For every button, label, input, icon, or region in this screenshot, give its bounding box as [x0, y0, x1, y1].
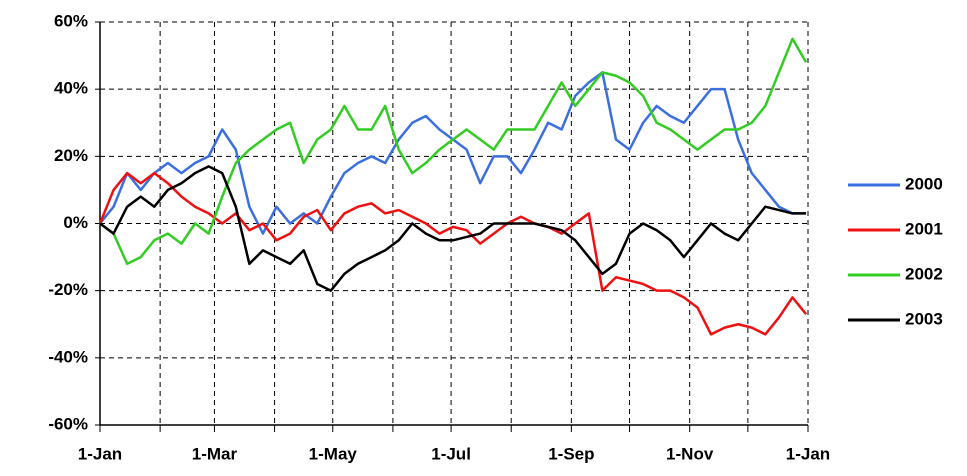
x-tick-label: 1-Sep — [548, 444, 594, 463]
series-line — [99, 71, 807, 235]
x-tick-label: 1-Mar — [192, 444, 238, 463]
series-line — [99, 165, 807, 292]
x-tick-label: 1-May — [309, 444, 358, 463]
y-tick-label: -20% — [48, 280, 88, 299]
y-tick-label: -60% — [48, 414, 88, 433]
y-tick-label: 40% — [54, 79, 88, 98]
y-tick-label: -40% — [48, 347, 88, 366]
x-tick-label: 1-Jul — [431, 444, 471, 463]
y-tick-label: 20% — [54, 146, 88, 165]
legend-label: 2000 — [905, 174, 943, 193]
legend-label: 2002 — [905, 264, 943, 283]
series-line — [99, 37, 808, 266]
y-tick-label: 60% — [54, 11, 88, 30]
x-tick-label: 1-Nov — [666, 444, 714, 463]
series-line — [98, 171, 808, 336]
legend-label: 2003 — [905, 309, 943, 328]
y-tick-label: 0% — [63, 213, 88, 232]
x-tick-label: 1-Jan — [786, 444, 830, 463]
legend-label: 2001 — [905, 219, 943, 238]
x-tick-label: 1-Jan — [78, 444, 122, 463]
